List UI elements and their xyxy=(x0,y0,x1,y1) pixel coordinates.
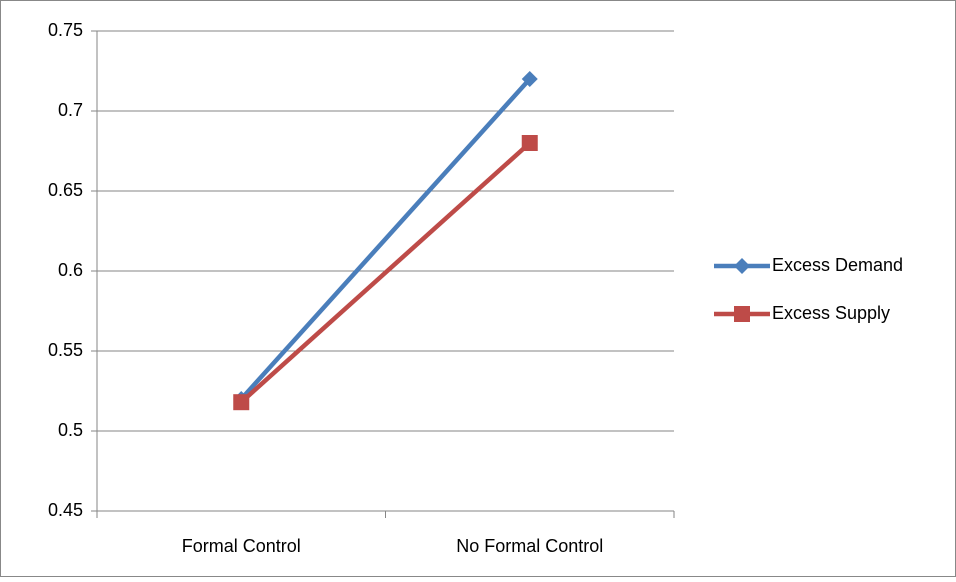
series-line xyxy=(239,77,532,401)
data-point xyxy=(521,71,538,87)
y-tick-label: 0.5 xyxy=(58,420,83,440)
legend-label: Excess Demand xyxy=(772,255,903,275)
x-tick-label: No Formal Control xyxy=(456,536,603,556)
y-tick-label: 0.55 xyxy=(48,340,83,360)
data-point xyxy=(521,135,538,151)
y-tick-label: 0.6 xyxy=(58,260,83,280)
y-tick-label: 0.7 xyxy=(58,100,83,120)
x-tick-label: Formal Control xyxy=(182,536,301,556)
legend-label: Excess Supply xyxy=(772,303,890,323)
series-line xyxy=(239,141,532,404)
legend-marker xyxy=(734,258,750,274)
y-tick-label: 0.45 xyxy=(48,500,83,520)
legend-marker xyxy=(734,306,750,322)
y-tick-label: 0.75 xyxy=(48,20,83,40)
data-point xyxy=(233,394,250,411)
y-tick-label: 0.65 xyxy=(48,180,83,200)
